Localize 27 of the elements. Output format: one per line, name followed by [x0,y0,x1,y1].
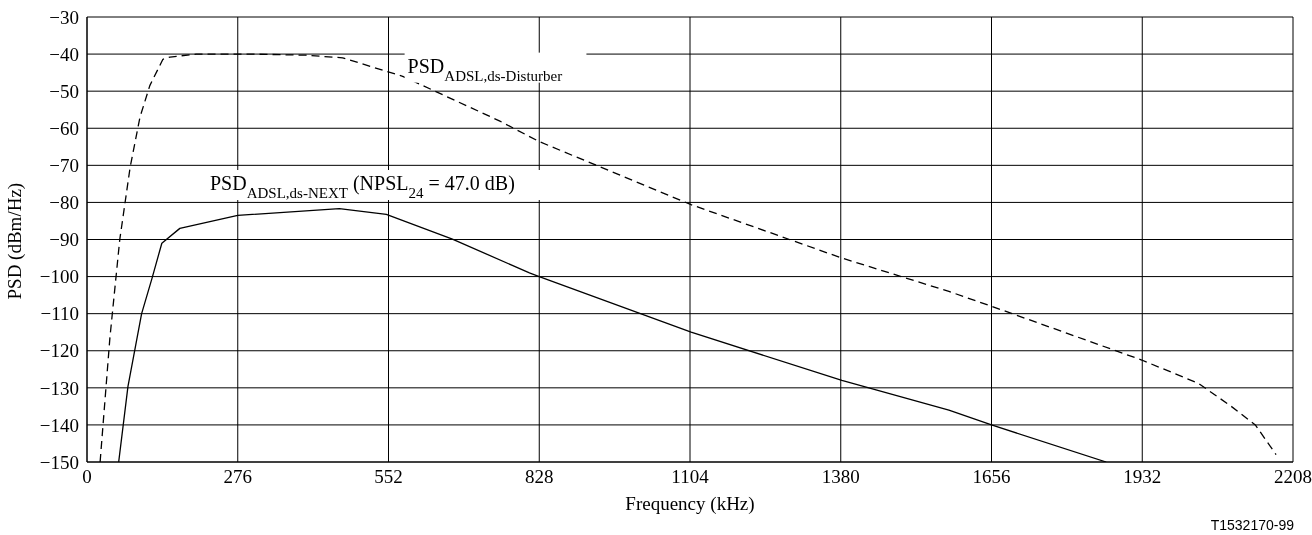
y-tick-label: −110 [40,303,79,325]
x-tick-label: 2208 [1274,466,1312,488]
x-tick-label: 1104 [671,466,710,488]
text: T1532170-99 [1210,517,1294,533]
x-axis-title: Frequency (kHz) [625,493,755,515]
y-tick-label: −150 [39,451,79,473]
y-tick-label: −80 [49,192,79,214]
y-tick-label: −100 [39,266,79,288]
x-tick-label: 552 [374,466,403,488]
x-tick-label: 1656 [972,466,1011,488]
x-tick-label: 0 [82,466,92,488]
y-tick-label: −40 [49,43,79,65]
y-tick-label: −140 [39,414,79,436]
y-tick-label: −30 [49,6,79,28]
annotation: PSD$_{ADSL,ds-NEXT}$ (NPSL$_{24}$ = 47.0 dB) [210,172,515,201]
y-tick-label: −70 [49,155,79,177]
x-tick-label: 1932 [1123,466,1162,488]
y-tick-label: −120 [39,340,79,362]
y-tick-label: −90 [49,229,79,251]
y-axis-title: PSD (dBm/Hz) [3,182,26,300]
annotation: PSD$_{ADSL,ds-Disturber}$ [407,54,563,84]
x-tick-label: 828 [525,466,554,488]
x-tick-label: 1380 [821,466,860,488]
y-tick-label: −60 [49,117,79,139]
y-tick-label: −130 [39,377,79,399]
y-tick-label: −50 [49,80,79,102]
x-tick-label: 276 [223,466,252,488]
